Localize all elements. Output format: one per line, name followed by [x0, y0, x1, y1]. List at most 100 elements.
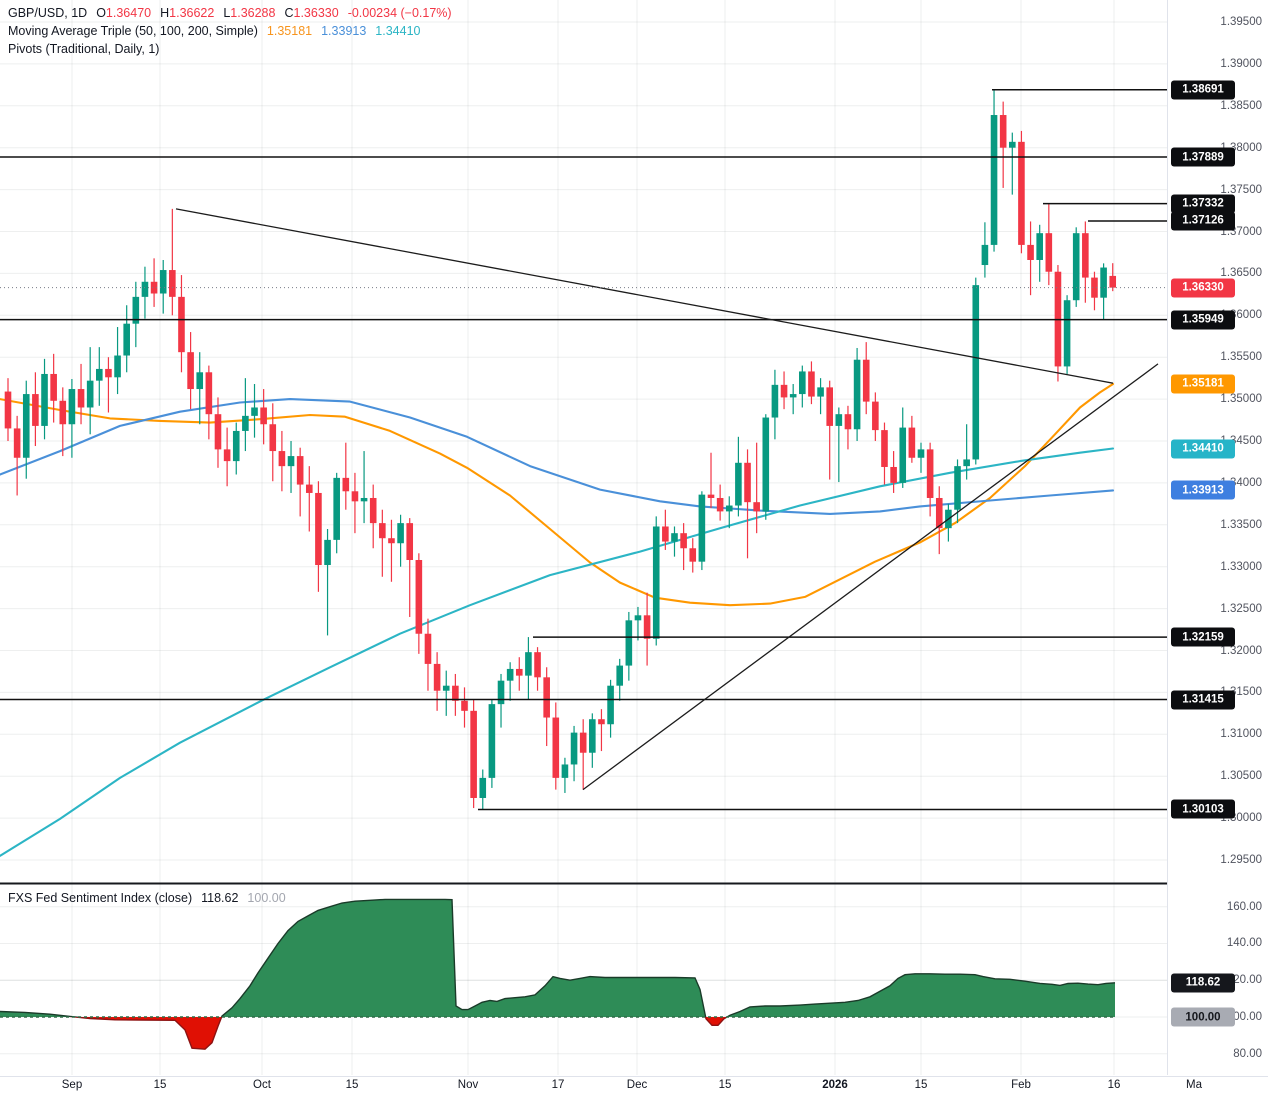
candle-body — [899, 427, 907, 483]
price-tick: 1.38500 — [1220, 99, 1262, 112]
candle-body — [397, 523, 404, 544]
candle-body — [716, 497, 724, 512]
trend-line[interactable] — [582, 363, 1159, 791]
candle-body — [214, 414, 222, 450]
price-badge: 1.35949 — [1171, 310, 1235, 330]
price-badge: 1.38691 — [1171, 80, 1235, 100]
candle-body — [442, 685, 450, 691]
time-label: Oct — [253, 1079, 271, 1091]
price-badge: 1.35181 — [1171, 374, 1235, 394]
legend-token: H1.36622 — [160, 6, 215, 20]
candle-body — [433, 663, 441, 691]
candle-body — [1072, 233, 1080, 301]
candle-body — [232, 430, 240, 462]
candle-body — [342, 477, 350, 492]
sentiment-tick: 120.00 — [1226, 974, 1262, 987]
candle-body — [479, 777, 487, 798]
candle-body — [589, 719, 596, 753]
price-tick: 1.35000 — [1220, 393, 1262, 406]
candle-body — [689, 548, 697, 562]
candle-body — [753, 502, 760, 512]
legend-token: 1.33913 — [321, 24, 367, 38]
candle-body — [735, 462, 742, 506]
candle-body — [990, 115, 998, 245]
legend-token: C1.36330 — [284, 6, 339, 20]
candle-body — [324, 539, 331, 566]
candle-body — [1063, 300, 1071, 367]
candle-body — [662, 526, 669, 542]
time-label: 2026 — [822, 1079, 848, 1091]
legend-token: GBP/USD, 1D — [8, 6, 88, 20]
candle-body — [534, 652, 541, 678]
candle-body — [935, 497, 943, 529]
time-label: Sep — [61, 1079, 83, 1091]
candle-body — [1018, 141, 1025, 245]
candle-body — [4, 391, 12, 429]
candle-body — [452, 685, 459, 701]
candle-body — [999, 115, 1007, 148]
price-tick: 1.29500 — [1220, 854, 1262, 866]
ma-line-sma50[interactable] — [0, 382, 1115, 607]
candle-body — [890, 466, 897, 483]
candle-body — [908, 427, 916, 458]
candle-body — [835, 414, 843, 426]
candle-body — [132, 296, 140, 324]
candle-body — [178, 296, 185, 353]
candle-body — [141, 281, 149, 297]
time-label: Dec — [626, 1079, 648, 1091]
sentiment-legend-row[interactable]: FXS Fed Sentiment Index (close) 118.62 100… — [8, 889, 295, 907]
price-axis[interactable]: 1.29500 1.30000 1.30500 1.31000 1.31500 1.320… — [1168, 0, 1268, 1075]
candle-body — [680, 533, 687, 549]
price-badge: 1.34410 — [1171, 439, 1235, 459]
candle-body — [698, 494, 706, 562]
candle-body — [552, 717, 560, 778]
price-tick: 1.39500 — [1220, 16, 1262, 28]
candle-body — [515, 668, 523, 676]
price-tick: 1.36500 — [1220, 267, 1262, 280]
legend-token: L1.36288 — [223, 6, 276, 20]
candle-body — [1009, 141, 1016, 148]
legend-token: Moving Average Triple (50, 100, 200, Sim… — [8, 24, 258, 38]
candle-body — [707, 494, 715, 498]
candle-body — [415, 559, 423, 634]
ma-line-sma200[interactable] — [0, 447, 1115, 857]
candle-body — [525, 652, 532, 676]
ma-line-sma100[interactable] — [0, 398, 1115, 515]
candle-body — [159, 270, 167, 294]
price-tick: 1.37500 — [1220, 183, 1262, 196]
candle-body — [1109, 275, 1117, 288]
price-badge: 1.30103 — [1171, 799, 1235, 819]
candle-body — [59, 400, 67, 425]
candle-body — [972, 285, 980, 460]
price-tick: 1.32500 — [1220, 602, 1262, 615]
candle-body — [780, 384, 788, 398]
price-badge: 1.37889 — [1171, 147, 1235, 167]
candle-body — [470, 710, 477, 798]
trend-line[interactable] — [175, 208, 1114, 384]
sentiment-tick: 80.00 — [1233, 1047, 1262, 1060]
candle-body — [789, 394, 797, 398]
candle-body — [607, 685, 614, 725]
candle-body — [844, 414, 852, 430]
ma-triple-legend-row[interactable]: Moving Average Triple (50, 100, 200, Sim… — [8, 22, 429, 40]
candle-body — [926, 449, 934, 498]
candle-body — [242, 415, 249, 431]
price-badge: 1.37126 — [1171, 211, 1235, 231]
price-badge: 1.37332 — [1171, 194, 1235, 214]
time-label: 15 — [153, 1079, 167, 1091]
candle-body — [287, 456, 295, 467]
sentiment-line — [0, 898, 1116, 1017]
sentiment-tick: 140.00 — [1226, 937, 1262, 950]
candle-body — [598, 719, 605, 725]
time-axis[interactable]: Sep 15 Oct 15 Nov 17 Dec 15 2026 15 Feb 16 Ma — [0, 1076, 1268, 1095]
symbol-legend-row[interactable]: GBP/USD, 1D O1.36470 H1.36622 L1.36288 C1.36… — [8, 4, 461, 22]
candle-body — [652, 526, 660, 639]
candle-body — [954, 466, 961, 510]
price-tick: 1.30500 — [1220, 770, 1262, 783]
candle-body — [187, 352, 194, 390]
pivots-legend-row[interactable]: Pivots (Traditional, Daily, 1) — [8, 40, 168, 58]
legend-token: -0.00234 (−0.17%) — [347, 6, 452, 20]
candle-body — [50, 373, 57, 401]
legend-token: 100.00 — [247, 891, 286, 905]
